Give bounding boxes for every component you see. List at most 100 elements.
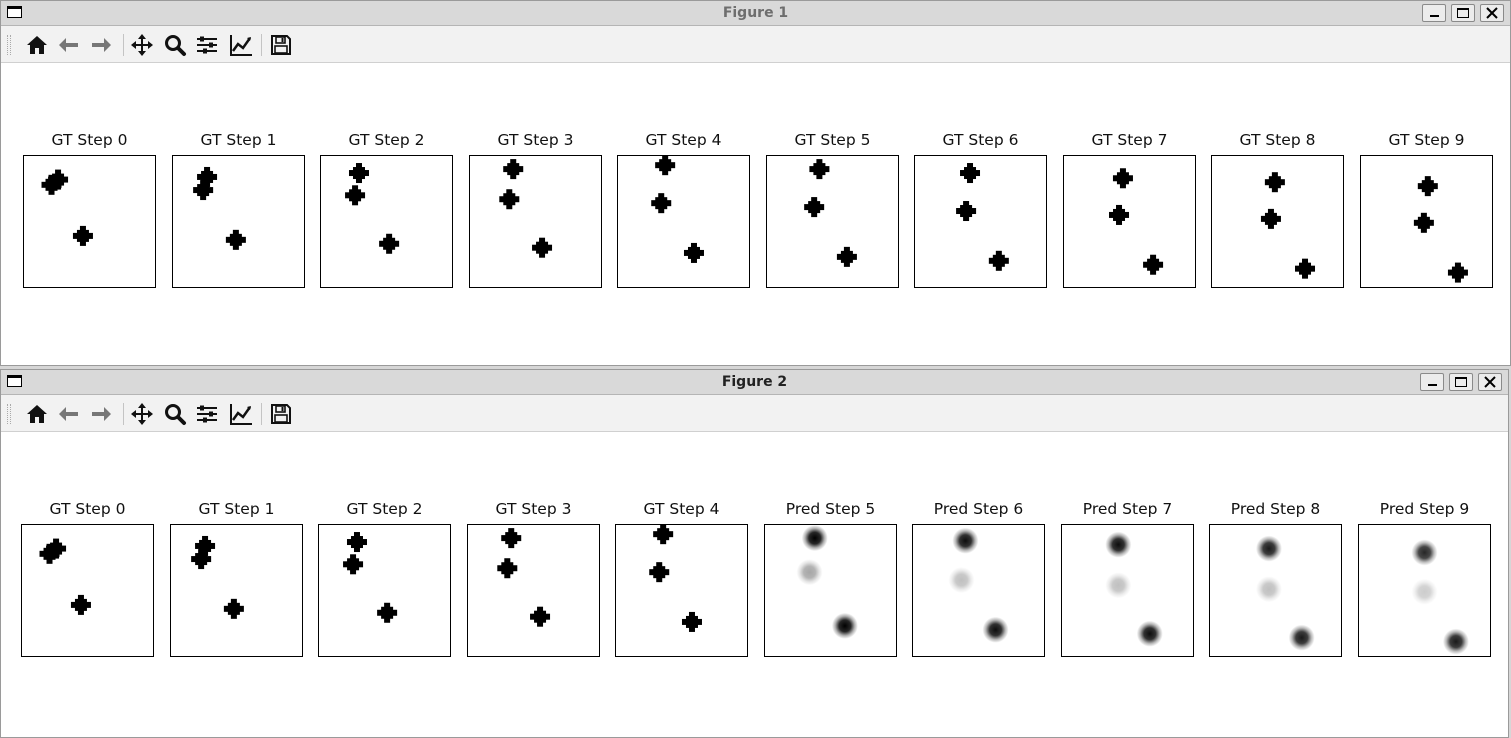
subplot-axes[interactable] (615, 524, 748, 657)
forward-icon (92, 38, 111, 52)
predicted-blob (948, 567, 975, 594)
subplot-axes[interactable] (766, 155, 899, 288)
home-button[interactable] (23, 400, 51, 428)
subplots-button[interactable] (193, 400, 221, 428)
sprite-marker (503, 159, 524, 180)
toolbar-separator (261, 403, 262, 425)
subplot-axes[interactable] (170, 524, 303, 657)
save-icon (271, 35, 291, 55)
save-button[interactable] (267, 400, 295, 428)
maximize-icon (1455, 377, 1467, 387)
subplot-title: Pred Step 9 (1379, 500, 1470, 518)
sprite-marker (348, 163, 369, 184)
subplots-icon (197, 36, 217, 54)
sprite-marker (501, 528, 522, 549)
minimize-button[interactable] (1422, 4, 1446, 22)
sprite-marker (1447, 262, 1468, 283)
back-button[interactable] (55, 400, 83, 428)
save-button[interactable] (267, 31, 295, 59)
customize-button[interactable] (227, 400, 255, 428)
subplot-title: GT Step 3 (497, 131, 574, 149)
subplots-button[interactable] (193, 31, 221, 59)
forward-icon (92, 407, 111, 421)
figure-2-titlebar[interactable]: Figure 2 (1, 370, 1508, 395)
subplot-title: GT Step 6 (942, 131, 1019, 149)
minimize-button[interactable] (1420, 373, 1444, 391)
subplot-axes[interactable] (21, 524, 154, 657)
zoom-icon (165, 35, 186, 56)
maximize-button[interactable] (1451, 4, 1475, 22)
subplot-axes[interactable] (912, 524, 1045, 657)
sprite-marker (836, 246, 857, 267)
close-button[interactable] (1478, 373, 1502, 391)
customize-button[interactable] (227, 31, 255, 59)
maximize-button[interactable] (1449, 373, 1473, 391)
home-button[interactable] (23, 31, 51, 59)
toolbar-separator (123, 403, 124, 425)
subplot-axes[interactable] (1358, 524, 1491, 657)
maximize-icon (1457, 8, 1469, 18)
figure-canvas[interactable]: GT Step 0 GT Step 1 GT Step 2 GT Step 3 GT S… (1, 432, 1508, 737)
back-button[interactable] (55, 31, 83, 59)
subplot-axes[interactable] (172, 155, 305, 288)
subplot-axes[interactable] (320, 155, 453, 288)
sprite-marker (377, 602, 398, 623)
sprite-marker (70, 594, 91, 615)
subplot-image (956, 163, 1009, 271)
subplot-title: GT Step 9 (1388, 131, 1465, 149)
sprite-marker (653, 525, 674, 545)
zoom-button[interactable] (161, 400, 189, 428)
subplot-axes[interactable] (764, 524, 897, 657)
toolbar-grip[interactable] (7, 35, 11, 55)
forward-button[interactable] (87, 400, 115, 428)
sprite-marker (649, 562, 670, 583)
sprite-marker (48, 169, 69, 190)
sprite-marker (804, 197, 825, 218)
sprite-marker (532, 237, 553, 258)
window-menu-icon[interactable] (7, 6, 22, 18)
sprite-marker (223, 598, 244, 619)
subplot-image (804, 159, 857, 267)
subplot-title: GT Step 5 (794, 131, 871, 149)
predicted-blob (1411, 578, 1438, 605)
back-icon (59, 38, 78, 52)
subplot-axes[interactable] (318, 524, 451, 657)
figure-1-window: Figure 1 GT Step 0 GT Step 1 GT Step 2 GT S… (0, 0, 1511, 366)
sprite-marker (193, 180, 214, 201)
subplot-axes[interactable] (1209, 524, 1342, 657)
subplot-image (191, 535, 244, 619)
predicted-blob (801, 525, 828, 552)
subplot-axes[interactable] (1061, 524, 1194, 657)
subplot-axes[interactable] (1063, 155, 1196, 288)
back-icon (59, 407, 78, 421)
toolbar-grip[interactable] (7, 404, 11, 424)
window-menu-icon[interactable] (7, 375, 22, 387)
subplot-axes[interactable] (467, 524, 600, 657)
sprite-marker (346, 532, 367, 553)
subplot-axes[interactable] (617, 155, 750, 288)
pan-button[interactable] (128, 400, 156, 428)
subplot-axes[interactable] (469, 155, 602, 288)
sprite-marker (379, 233, 400, 254)
subplot-axes[interactable] (1211, 155, 1344, 288)
sprite-marker (191, 549, 212, 570)
zoom-button[interactable] (161, 31, 189, 59)
figure-canvas[interactable]: GT Step 0 GT Step 1 GT Step 2 GT Step 3 GT S… (1, 63, 1510, 365)
sprite-marker (1112, 168, 1133, 189)
sprite-marker (956, 201, 977, 222)
sprite-marker (1417, 176, 1438, 197)
sprite-marker (197, 166, 218, 187)
forward-button[interactable] (87, 31, 115, 59)
subplots-icon (197, 405, 217, 423)
figure-1-titlebar[interactable]: Figure 1 (1, 1, 1510, 26)
subplot-axes[interactable] (914, 155, 1047, 288)
close-button[interactable] (1480, 4, 1504, 22)
close-icon (1479, 374, 1501, 390)
minimize-icon (1428, 384, 1437, 386)
subplot-axes[interactable] (1360, 155, 1493, 288)
subplot-title: GT Step 8 (1239, 131, 1316, 149)
pan-button[interactable] (128, 31, 156, 59)
sprite-marker (655, 156, 676, 176)
navigation-toolbar (1, 26, 1510, 63)
subplot-axes[interactable] (23, 155, 156, 288)
